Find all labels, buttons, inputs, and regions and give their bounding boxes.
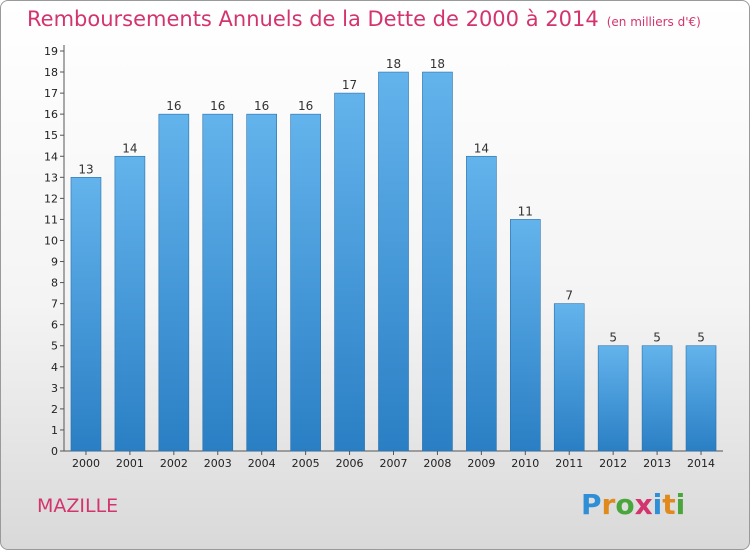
y-tick-label: 14 <box>44 150 58 163</box>
y-tick-label: 12 <box>44 192 58 205</box>
bar-value-label: 5 <box>609 331 617 345</box>
x-tick-label: 2009 <box>467 457 495 470</box>
y-tick-label: 8 <box>51 277 58 290</box>
x-tick-label: 2000 <box>72 457 100 470</box>
y-tick-label: 16 <box>44 108 58 121</box>
x-tick-label: 2008 <box>423 457 451 470</box>
y-tick-label: 2 <box>51 403 58 416</box>
bar-value-label: 16 <box>254 99 269 113</box>
x-tick-label: 2002 <box>160 457 188 470</box>
y-tick-label: 7 <box>51 298 58 311</box>
y-tick-label: 5 <box>51 340 58 353</box>
x-tick-label: 2001 <box>116 457 144 470</box>
bar <box>114 155 146 452</box>
logo-letter: i <box>652 488 663 521</box>
logo-letter: o <box>615 488 635 521</box>
x-tick-label: 2013 <box>643 457 671 470</box>
x-tick-label: 2005 <box>292 457 320 470</box>
bar-value-label: 16 <box>166 99 181 113</box>
bar-value-label: 16 <box>298 99 313 113</box>
x-tick-label: 2006 <box>336 457 364 470</box>
chart-title-text: Remboursements Annuels de la Dette de 20… <box>27 7 599 31</box>
x-tick-label: 2004 <box>248 457 276 470</box>
bar-value-label: 18 <box>430 57 445 71</box>
x-tick-label: 2014 <box>687 457 715 470</box>
logo-letter: i <box>675 488 686 521</box>
y-tick-label: 9 <box>51 256 58 269</box>
bar <box>158 113 190 452</box>
y-tick-label: 19 <box>44 45 58 58</box>
chart-title: Remboursements Annuels de la Dette de 20… <box>27 7 701 31</box>
bar-value-label: 18 <box>386 57 401 71</box>
commune-name: MAZILLE <box>37 495 119 517</box>
bar <box>641 345 673 452</box>
x-tick-label: 2012 <box>599 457 627 470</box>
x-tick-label: 2003 <box>204 457 232 470</box>
y-tick-label: 0 <box>51 445 58 458</box>
y-tick-label: 3 <box>51 382 58 395</box>
bar <box>70 177 102 452</box>
bar <box>466 155 497 452</box>
bar <box>509 219 541 452</box>
y-tick-label: 15 <box>44 129 58 142</box>
x-tick-label: 2010 <box>511 457 539 470</box>
bar <box>685 345 717 452</box>
logo-letter: r <box>601 488 616 521</box>
x-tick-label: 2011 <box>555 457 583 470</box>
bar-value-label: 14 <box>474 141 489 155</box>
bar-value-label: 7 <box>565 289 573 303</box>
bar-value-label: 11 <box>518 204 533 218</box>
bar-value-label: 14 <box>122 141 137 155</box>
y-tick-label: 10 <box>44 234 58 247</box>
x-tick-label: 2007 <box>380 457 408 470</box>
bar-value-label: 5 <box>653 331 661 345</box>
bar <box>553 303 585 452</box>
bar-value-label: 13 <box>78 162 93 176</box>
bar-value-label: 16 <box>210 99 225 113</box>
y-tick-label: 18 <box>44 66 58 79</box>
bar <box>202 113 234 452</box>
y-tick-label: 13 <box>44 171 58 184</box>
proxiti-logo: Proxiti <box>581 488 685 521</box>
bar <box>246 113 277 452</box>
logo-letter: x <box>634 488 653 521</box>
bar-value-label: 17 <box>342 78 357 92</box>
y-tick-label: 17 <box>44 87 58 100</box>
bar <box>422 71 453 452</box>
bar <box>290 113 321 452</box>
y-tick-label: 6 <box>51 319 58 332</box>
bar <box>378 71 409 452</box>
y-tick-label: 1 <box>51 424 58 437</box>
bar <box>597 345 629 452</box>
y-tick-label: 11 <box>44 213 58 226</box>
chart-unit: (en milliers d'€) <box>606 15 701 29</box>
bar <box>334 92 365 452</box>
y-tick-label: 4 <box>51 361 58 374</box>
logo-letter: P <box>581 488 602 521</box>
bar-value-label: 5 <box>697 331 705 345</box>
logo-letter: t <box>662 488 676 521</box>
